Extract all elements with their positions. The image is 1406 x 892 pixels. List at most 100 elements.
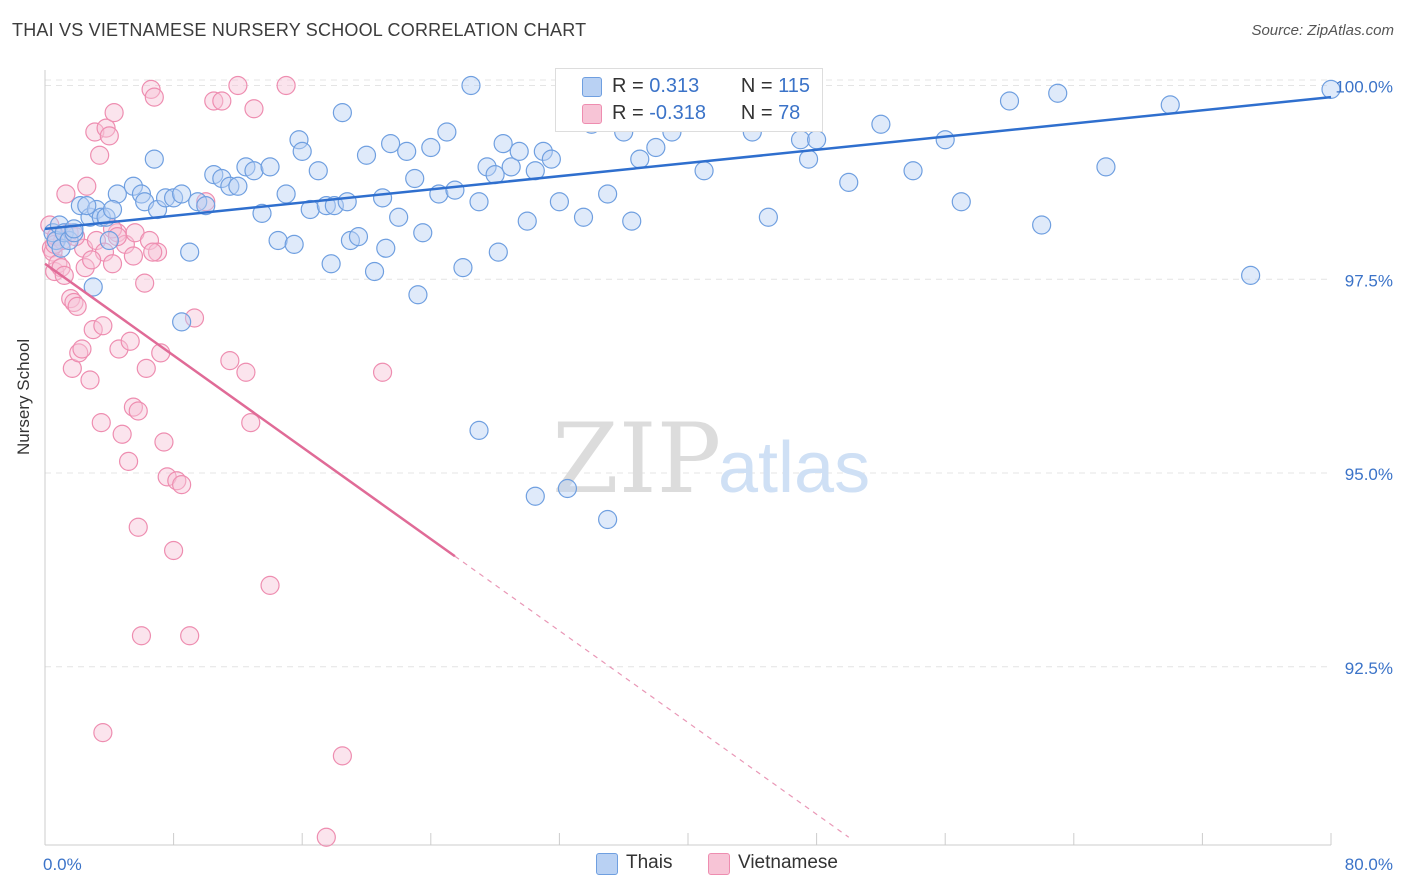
thais-point: [758, 207, 778, 227]
thais-point: [77, 196, 97, 216]
thais-point: [220, 176, 240, 196]
vietnamese-point: [144, 87, 164, 107]
thais-swatch: [582, 77, 602, 97]
thais-point: [324, 196, 344, 216]
watermark-atlas: atlas: [718, 428, 870, 508]
axes: [44, 70, 1332, 846]
thais-point: [321, 254, 341, 274]
legend-n-value: 78: [778, 102, 801, 124]
vietnamese-point: [136, 358, 156, 378]
thais-point: [348, 227, 369, 247]
thais-point: [493, 134, 513, 154]
thais-point: [381, 134, 401, 154]
thais-point: [276, 184, 296, 204]
legend-r-value: -0.318: [649, 102, 706, 124]
vietnamese-point: [241, 413, 261, 433]
legend-r-label: R =: [612, 75, 644, 97]
source-label: Source: ZipAtlas.com: [1251, 22, 1394, 39]
vietnamese-point: [141, 79, 161, 99]
thais-point: [389, 207, 409, 227]
chart-title: THAI VS VIETNAMESE NURSERY SCHOOL CORREL…: [12, 20, 587, 40]
thais-point: [806, 130, 827, 150]
y-tick-label: 95.0%: [1345, 465, 1393, 484]
thais-point: [228, 176, 248, 196]
thais-point: [268, 230, 288, 251]
x-tick-label-max: 80.0%: [1345, 855, 1393, 874]
thais-point: [509, 141, 529, 161]
thais-point: [839, 172, 859, 192]
thais-point: [144, 149, 164, 169]
vietnamese-point: [83, 320, 103, 340]
thais-point: [790, 130, 811, 150]
thais-point: [356, 145, 377, 165]
thais-point: [284, 234, 304, 254]
thais-point: [212, 168, 232, 189]
vietnamese-point: [120, 331, 140, 351]
thais-point: [488, 242, 508, 262]
legend-n-label: N =: [740, 75, 773, 97]
vietnamese-point: [90, 145, 110, 165]
vietnamese-point: [172, 475, 192, 495]
legend-label-vietnamese: Vietnamese: [738, 852, 838, 873]
thais-point: [951, 192, 971, 212]
thais-point: [289, 130, 309, 150]
thais-point: [1048, 83, 1068, 103]
thais-point: [557, 478, 578, 499]
vietnamese-point: [80, 370, 100, 390]
thais-point: [622, 211, 642, 231]
legend-n-value: 115: [778, 75, 810, 97]
thais-point: [99, 230, 119, 251]
thais-point: [541, 149, 561, 169]
thais-point: [408, 285, 428, 305]
vietnamese-point: [143, 242, 163, 262]
thais-point: [598, 509, 618, 530]
y-tick-label: 100.0%: [1335, 78, 1393, 97]
thais-point: [630, 149, 650, 169]
vietnamese-point: [99, 126, 119, 146]
vietnamese-point: [93, 723, 113, 743]
thais-point: [102, 199, 123, 220]
thais-point: [999, 91, 1020, 111]
thais-point: [155, 188, 176, 208]
vietnamese-point: [128, 517, 148, 537]
vietnamese-point: [109, 339, 129, 359]
vietnamese-point: [91, 413, 111, 433]
thais-point: [372, 188, 393, 208]
thais-point: [871, 114, 891, 134]
vietnamese-point: [154, 432, 174, 452]
vietnamese-point: [104, 103, 124, 123]
thais-point: [573, 207, 594, 227]
vietnamese-point: [276, 75, 296, 96]
thais-point: [935, 130, 955, 150]
thais-point: [903, 161, 923, 181]
thais-point: [337, 192, 357, 212]
thais-point: [1241, 265, 1261, 285]
thais-point: [172, 184, 192, 204]
vietnamese-point: [77, 176, 97, 196]
vietnamese-swatch: [582, 104, 602, 124]
thais-point: [196, 196, 216, 216]
x-tick-label-min: 0.0%: [43, 855, 82, 874]
vietnamese-point: [184, 308, 205, 328]
vietnamese-point: [82, 250, 102, 270]
thais-point: [244, 161, 264, 181]
thais-point: [469, 192, 489, 212]
thais-point: [461, 75, 481, 96]
vietnamese-point: [85, 122, 105, 142]
y-tick-label: 92.5%: [1345, 659, 1393, 678]
thais-point: [51, 238, 71, 258]
thais-point: [80, 207, 100, 227]
thais-point: [533, 141, 553, 161]
thais-point: [292, 141, 312, 161]
thais-point: [364, 261, 385, 282]
thais-point: [260, 157, 280, 177]
vietnamese-point: [72, 339, 92, 359]
thais-point: [598, 184, 618, 204]
vietnamese-point: [244, 99, 264, 119]
vietnamese-trend-line-dashed: [454, 555, 850, 838]
vietnamese-point: [56, 184, 76, 204]
vietnamese-point: [118, 451, 139, 471]
vietnamese-point: [123, 246, 144, 266]
thais-point: [453, 258, 473, 278]
thais-point: [646, 137, 666, 158]
